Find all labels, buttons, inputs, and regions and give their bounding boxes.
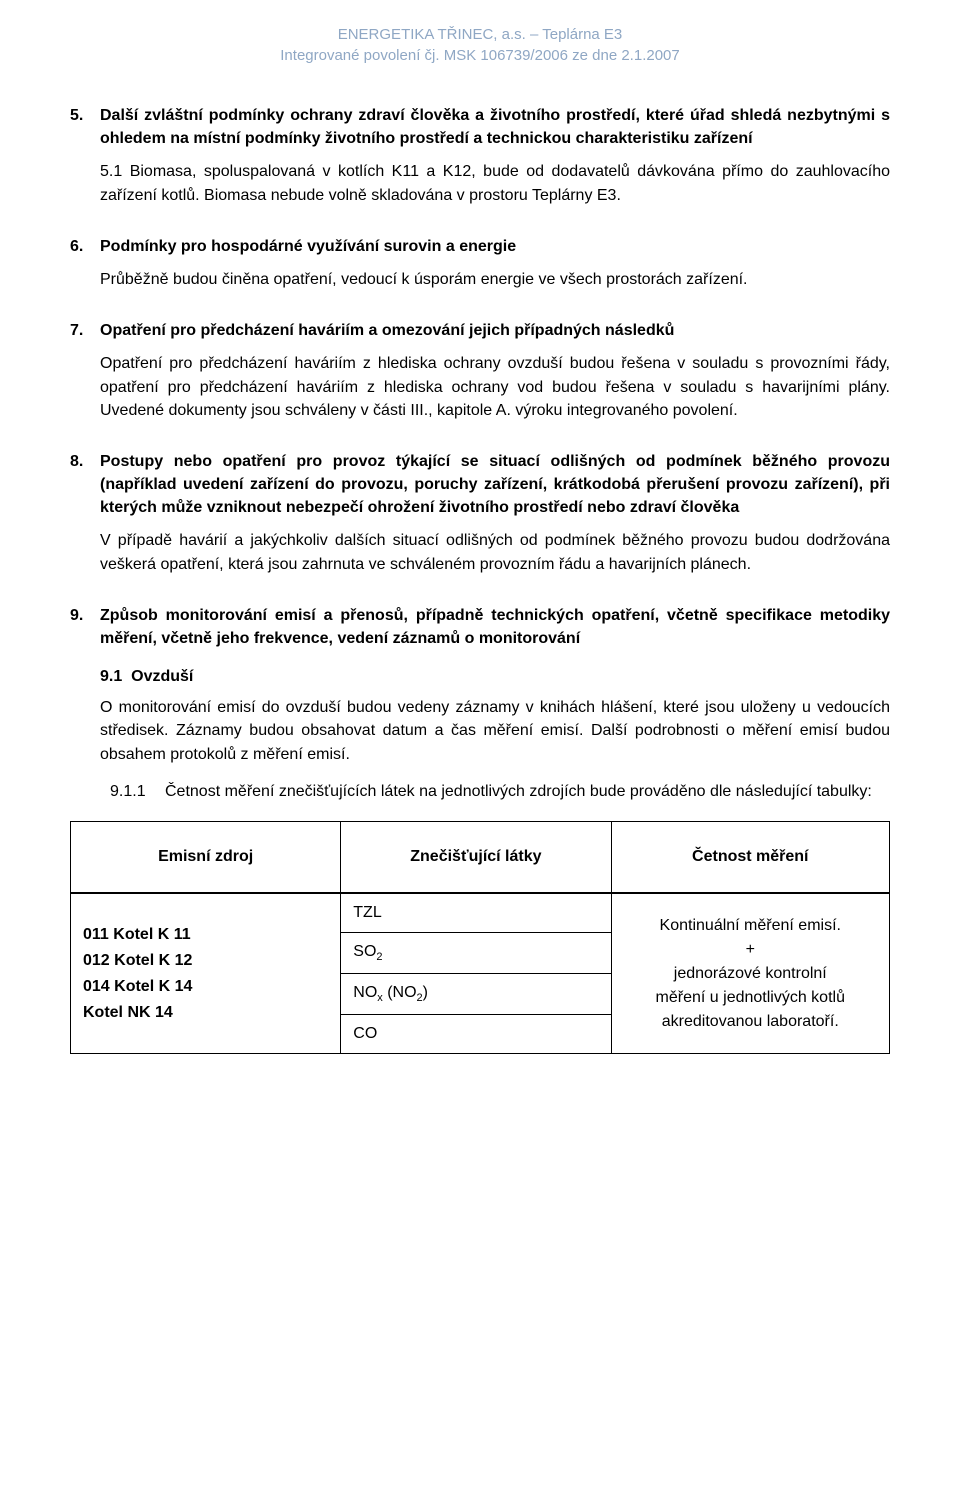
section-5-body: 5.1 Biomasa, spoluspalovaná v kotlích K1… (100, 160, 890, 206)
source-k11: 011 Kotel K 11 (83, 926, 328, 944)
doc-header-line1: ENERGETIKA TŘINEC, a.s. – Teplárna E3 (70, 24, 890, 45)
section-9-1-1-num: 9.1.1 (110, 780, 165, 803)
section-6-body: Průběžně budou činěna opatření, vedoucí … (100, 268, 890, 291)
section-8: 8. Postupy nebo opatření pro provoz týka… (70, 450, 890, 576)
cell-pollutant-co: CO (341, 1015, 611, 1054)
th-source: Emisní zdroj (71, 821, 341, 893)
cell-pollutant-so2: SO2 (341, 932, 611, 973)
source-k12: 012 Kotel K 12 (83, 952, 328, 970)
doc-header-line2: Integrované povolení čj. MSK 106739/2006… (70, 45, 890, 66)
section-9-1-1: 9.1.1 Četnost měření znečišťujících láte… (110, 780, 890, 803)
freq-l2: + (746, 941, 755, 958)
section-9-1-head: 9.1 Ovzduší (100, 668, 890, 686)
section-7: 7. Opatření pro předcházení haváriím a o… (70, 319, 890, 422)
section-8-head: 8. Postupy nebo opatření pro provoz týka… (70, 450, 890, 520)
th-pollutants: Znečišťující látky (341, 821, 611, 893)
section-5-head: 5. Další zvláštní podmínky ochrany zdrav… (70, 104, 890, 150)
freq-l1: Kontinuální měření emisí. (660, 917, 841, 934)
source-nk14: Kotel NK 14 (83, 1004, 328, 1022)
section-6-title: Podmínky pro hospodárné využívání surovi… (100, 235, 890, 258)
doc-header: ENERGETIKA TŘINEC, a.s. – Teplárna E3 In… (70, 24, 890, 66)
emission-table: Emisní zdroj Znečišťující látky Četnost … (70, 821, 890, 1054)
freq-l5: akreditovanou laboratoří. (662, 1013, 839, 1030)
cell-sources: 011 Kotel K 11 012 Kotel K 12 014 Kotel … (71, 893, 341, 1054)
section-9-num: 9. (70, 604, 100, 627)
section-9: 9. Způsob monitorování emisí a přenosů, … (70, 604, 890, 1055)
section-5-title: Další zvláštní podmínky ochrany zdraví č… (100, 104, 890, 150)
section-9-1-num: 9.1 (100, 668, 122, 685)
cell-frequency: Kontinuální měření emisí. + jednorázové … (611, 893, 889, 1054)
section-9-1-p1: O monitorování emisí do ovzduší budou ve… (100, 696, 890, 766)
section-8-p1: V případě havárií a jakýchkoliv dalších … (100, 529, 890, 575)
section-7-head: 7. Opatření pro předcházení haváriím a o… (70, 319, 890, 342)
section-9-title: Způsob monitorování emisí a přenosů, pří… (100, 604, 890, 650)
cell-pollutant-tzl: TZL (341, 893, 611, 933)
section-7-body: Opatření pro předcházení haváriím z hled… (100, 352, 890, 422)
document-page: ENERGETIKA TŘINEC, a.s. – Teplárna E3 In… (0, 0, 960, 1508)
section-9-1-1-text: Četnost měření znečišťujících látek na j… (165, 780, 890, 803)
source-k14: 014 Kotel K 14 (83, 978, 328, 996)
freq-l4: měření u jednotlivých kotlů (656, 989, 845, 1006)
section-9-1-title: Ovzduší (131, 668, 193, 685)
section-6: 6. Podmínky pro hospodárné využívání sur… (70, 235, 890, 291)
freq-l3: jednorázové kontrolní (674, 965, 827, 982)
table-row: 011 Kotel K 11 012 Kotel K 12 014 Kotel … (71, 893, 890, 933)
th-frequency: Četnost měření (611, 821, 889, 893)
table-header-row: Emisní zdroj Znečišťující látky Četnost … (71, 821, 890, 893)
section-9-1-body: O monitorování emisí do ovzduší budou ve… (100, 696, 890, 766)
section-8-title: Postupy nebo opatření pro provoz týkajíc… (100, 450, 890, 520)
section-7-num: 7. (70, 319, 100, 342)
section-6-num: 6. (70, 235, 100, 258)
section-8-body: V případě havárií a jakýchkoliv dalších … (100, 529, 890, 575)
section-7-title: Opatření pro předcházení haváriím a omez… (100, 319, 890, 342)
section-5-p1: 5.1 Biomasa, spoluspalovaná v kotlích K1… (100, 160, 890, 206)
cell-pollutant-nox: NOx (NO2) (341, 974, 611, 1015)
section-9-head: 9. Způsob monitorování emisí a přenosů, … (70, 604, 890, 650)
section-8-num: 8. (70, 450, 100, 473)
section-5: 5. Další zvláštní podmínky ochrany zdrav… (70, 104, 890, 207)
section-5-num: 5. (70, 104, 100, 127)
section-7-p1: Opatření pro předcházení haváriím z hled… (100, 352, 890, 422)
section-6-p1: Průběžně budou činěna opatření, vedoucí … (100, 268, 890, 291)
section-6-head: 6. Podmínky pro hospodárné využívání sur… (70, 235, 890, 258)
